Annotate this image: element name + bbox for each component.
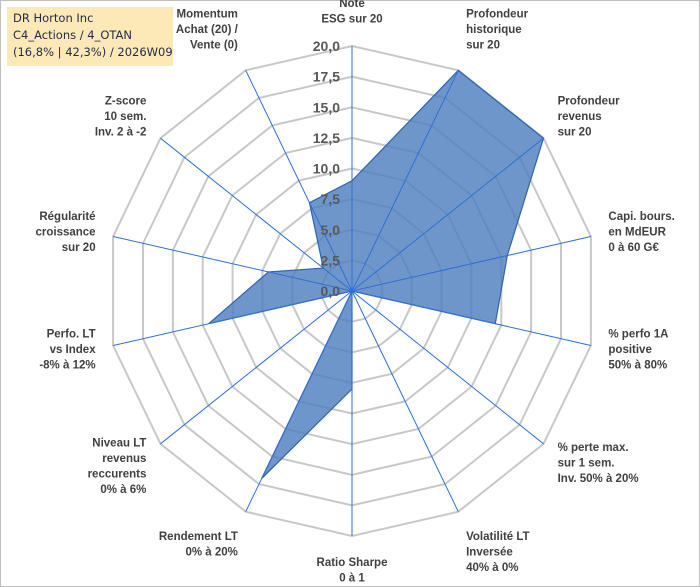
axis-label-line: 50% à 80% xyxy=(608,359,667,371)
axis-label: Profondeur historique sur 20 xyxy=(466,9,528,52)
axis-label-line: sur 1 sem. xyxy=(558,458,615,470)
axis-label-line: sur 20 xyxy=(558,127,592,139)
axis-label: % perfo 1A positive 50% à 80% xyxy=(608,328,668,371)
axis-label-line: croissance xyxy=(35,227,95,239)
axis-spoke xyxy=(351,290,544,445)
radial-tick-label: 12,5 xyxy=(313,130,340,146)
axis-spoke xyxy=(112,290,353,346)
axis-label-line: Note xyxy=(339,0,365,10)
axis-label-line: Perfo. LT xyxy=(47,328,96,340)
axis-label-line: ESG sur 20 xyxy=(321,14,382,26)
axis-label: Perfo. LT vs Index -8% à 12% xyxy=(39,328,96,371)
axis-label-line: Capi. bours. xyxy=(608,211,674,223)
axis-label-line: vs Index xyxy=(50,344,97,356)
axis-label-line: revenus xyxy=(558,111,602,123)
radial-tick-label: 7,5 xyxy=(321,191,341,207)
radial-tick-label: 0,0 xyxy=(321,283,341,299)
axis-label-line: 0% à 6% xyxy=(100,484,146,496)
axis-label-line: Z-score xyxy=(105,96,147,108)
axis-label-line: Régularité xyxy=(39,211,95,223)
axis-label-line: Vente (0) xyxy=(190,40,238,52)
axis-label-line: 0 à 60 G€ xyxy=(608,242,659,254)
axis-label-line: 40% à 0% xyxy=(466,562,518,574)
axis-label: Profondeur revenus sur 20 xyxy=(558,96,620,139)
axis-label: Note ESG sur 20 xyxy=(321,0,382,26)
performance-week: (16,8% | 42,3%) / 2026W09 xyxy=(13,45,173,59)
axis-label-line: reccurents xyxy=(88,468,147,480)
axis-spoke xyxy=(351,137,544,292)
axis-label-line: 0% à 20% xyxy=(185,547,237,559)
axis-label-line: % perfo 1A xyxy=(608,328,668,340)
axis-label: Volatilité LT Inversée 40% à 0% xyxy=(466,531,529,574)
axis-label: Ratio Sharpe 0 à 1 xyxy=(317,557,388,585)
axis-label-line: Rendement LT xyxy=(159,531,238,543)
axis-label-line: historique xyxy=(466,24,522,36)
portfolio-name: C4_Actions / 4_OTAN xyxy=(13,28,133,42)
radial-tick-label: 5,0 xyxy=(321,222,341,238)
axis-label: Régularité croissance sur 20 xyxy=(35,211,95,254)
company-name: DR Horton Inc xyxy=(13,11,94,25)
axis-spoke xyxy=(245,70,353,292)
axis-spoke xyxy=(351,290,459,512)
axis-label: % perte max. sur 1 sem. Inv. 50% à 20% xyxy=(558,442,639,485)
axis-label-line: Profondeur xyxy=(558,96,620,108)
axis-label-line: positive xyxy=(608,344,651,356)
axis-label-line: Inv. 50% à 20% xyxy=(558,473,639,485)
axis-label-line: Volatilité LT xyxy=(466,531,529,543)
chart-title-box: DR Horton Inc C4_Actions / 4_OTAN (16,8%… xyxy=(7,7,173,66)
axis-label: Z-score 10 sem. Inv. 2 à -2 xyxy=(95,96,147,139)
axis-label-line: Profondeur xyxy=(466,9,528,21)
radial-tick-label: 15,0 xyxy=(313,99,340,115)
axis-spoke xyxy=(351,236,592,292)
axis-label-line: sur 20 xyxy=(466,40,500,52)
axis-label-line: revenus xyxy=(102,453,146,465)
axis-label-line: 10 sem. xyxy=(104,111,146,123)
axis-label-line: Ratio Sharpe xyxy=(317,557,388,569)
axis-spoke xyxy=(245,290,353,512)
radial-tick-label: 2,5 xyxy=(321,252,341,268)
axis-spoke xyxy=(351,290,592,346)
axis-label: Rendement LT 0% à 20% xyxy=(159,531,238,559)
axis-spoke xyxy=(112,236,353,292)
axis-label-line: Achat (20) / xyxy=(176,24,239,36)
axis-label: Niveau LT revenus reccurents 0% à 6% xyxy=(88,437,147,496)
radial-tick-label: 10,0 xyxy=(313,161,340,177)
axis-label-line: Momentum xyxy=(177,9,238,21)
axis-label-line: en MdEUR xyxy=(608,227,666,239)
axis-label-line: sur 20 xyxy=(62,242,96,254)
axis-spoke xyxy=(351,70,459,292)
axis-label: Momentum Achat (20) / Vente (0) xyxy=(176,9,239,52)
axis-label-line: -8% à 12% xyxy=(39,359,95,371)
axis-spoke xyxy=(160,137,353,292)
data-series-area xyxy=(208,69,545,480)
axis-label-line: Inv. 2 à -2 xyxy=(95,127,147,139)
axis-label-line: Inversée xyxy=(466,547,513,559)
axis-label-line: 0 à 1 xyxy=(339,573,365,585)
axis-label-line: % perte max. xyxy=(558,442,629,454)
axis-spoke xyxy=(160,290,353,445)
radial-tick-label: 20,0 xyxy=(313,38,340,54)
axis-label: Capi. bours. en MdEUR 0 à 60 G€ xyxy=(608,211,674,254)
axis-label-line: Niveau LT xyxy=(92,437,146,449)
radial-tick-label: 17,5 xyxy=(313,69,340,85)
